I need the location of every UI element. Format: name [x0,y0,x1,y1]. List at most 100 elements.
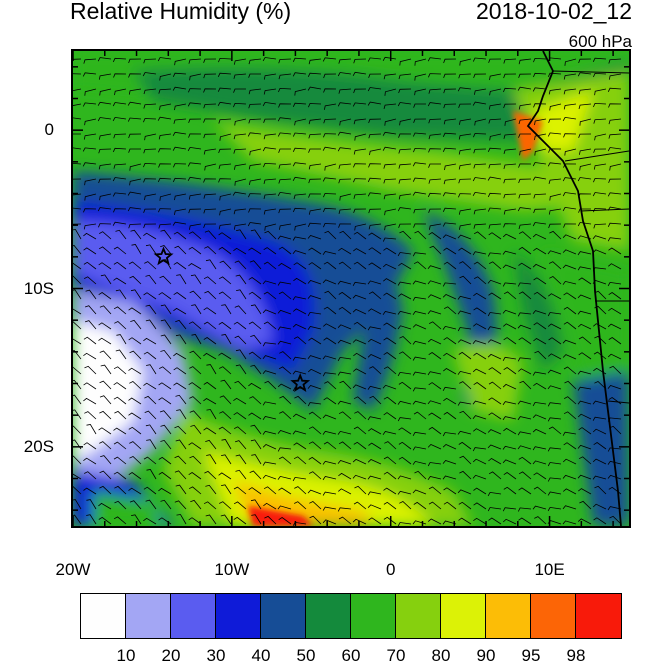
wind-barb [414,230,427,240]
wind-barb [174,58,187,66]
wind-barb [397,417,412,422]
wind-barb [144,193,157,201]
wind-barb [187,176,202,181]
wind-barb [594,133,607,141]
wind-barb [279,223,292,230]
wind-barb [577,444,592,450]
wind-barb [503,323,517,330]
wind-barb [518,517,532,525]
wind-barb [368,442,382,450]
wind-barb [354,411,367,420]
wind-barb [414,470,427,480]
wind-barb [444,163,457,171]
wind-barb [307,311,322,317]
wind-barb [82,72,97,77]
wind-barb [324,381,337,390]
wind-barb [279,351,292,360]
wind-barb [533,277,547,285]
wind-barb [398,73,412,80]
wind-barb [206,364,217,375]
wind-barb [382,146,397,151]
wind-barb [323,73,337,79]
wind-barb [84,118,97,126]
wind-barb [264,380,277,390]
wind-barb [563,366,577,375]
colorbar-box [576,594,621,638]
wind-barb [458,133,472,140]
colorbar-box [396,594,441,638]
wind-barb [503,367,517,375]
wind-barb [322,476,337,481]
wind-barb [488,103,502,110]
wind-barb [547,162,562,167]
wind-barb [322,279,337,285]
wind-barb [248,351,262,360]
wind-barb [146,364,157,375]
wind-barb [158,456,172,465]
wind-barb [188,321,202,330]
wind-barb [562,458,577,465]
wind-barb [428,382,442,390]
wind-barb [412,460,427,465]
wind-barb [428,208,442,213]
wind-barb [157,116,172,121]
wind-barb [367,491,382,496]
wind-barb [488,163,502,169]
wind-barb [172,72,187,77]
wind-barb [143,223,157,229]
wind-barb [412,431,427,436]
wind-barb [337,102,352,107]
wind-barb [517,207,532,212]
wind-barb [338,58,352,64]
wind-barb [352,102,367,107]
wind-barb [398,133,412,138]
wind-barb [383,396,397,405]
wind-barb [459,381,472,390]
colorbar-label: 10 [116,646,136,665]
wind-barb [503,193,517,199]
wind-barb [443,73,457,79]
wind-barb [98,246,112,255]
wind-barb [577,386,592,391]
wind-barb [143,486,157,495]
wind-barb [472,415,487,420]
wind-barb [594,305,607,315]
wind-barb [578,277,592,285]
wind-barb [532,87,547,92]
wind-barb [412,324,427,330]
wind-barb [353,163,367,168]
wind-barb [292,476,307,482]
wind-barb [113,471,127,480]
wind-barb [73,455,82,465]
wind-barb [398,148,412,154]
wind-barb [144,395,157,405]
wind-barb [549,103,562,111]
wind-barb [337,131,352,136]
wind-barb [534,148,547,156]
wind-barb [593,442,607,450]
wind-barb [592,249,607,255]
wind-barb [577,294,592,300]
wind-barb [608,263,622,270]
wind-barb [592,416,607,421]
wind-barb [502,250,517,255]
wind-barb [397,325,412,330]
wind-barb [368,428,382,435]
wind-barb [129,500,142,510]
wind-barb [339,380,352,390]
wind-barb [98,427,112,435]
wind-barb [263,118,277,123]
wind-barb [292,102,307,107]
wind-barb [235,469,247,480]
wind-barb [189,396,202,405]
wind-barb [99,305,112,315]
wind-barb [191,334,202,345]
wind-barb [234,118,247,126]
wind-barb [503,427,517,435]
wind-barb [113,163,127,169]
wind-barb [564,380,577,390]
wind-barb [131,514,142,525]
wind-barb [73,308,82,315]
wind-barb [608,103,622,108]
wind-barb [592,192,607,197]
